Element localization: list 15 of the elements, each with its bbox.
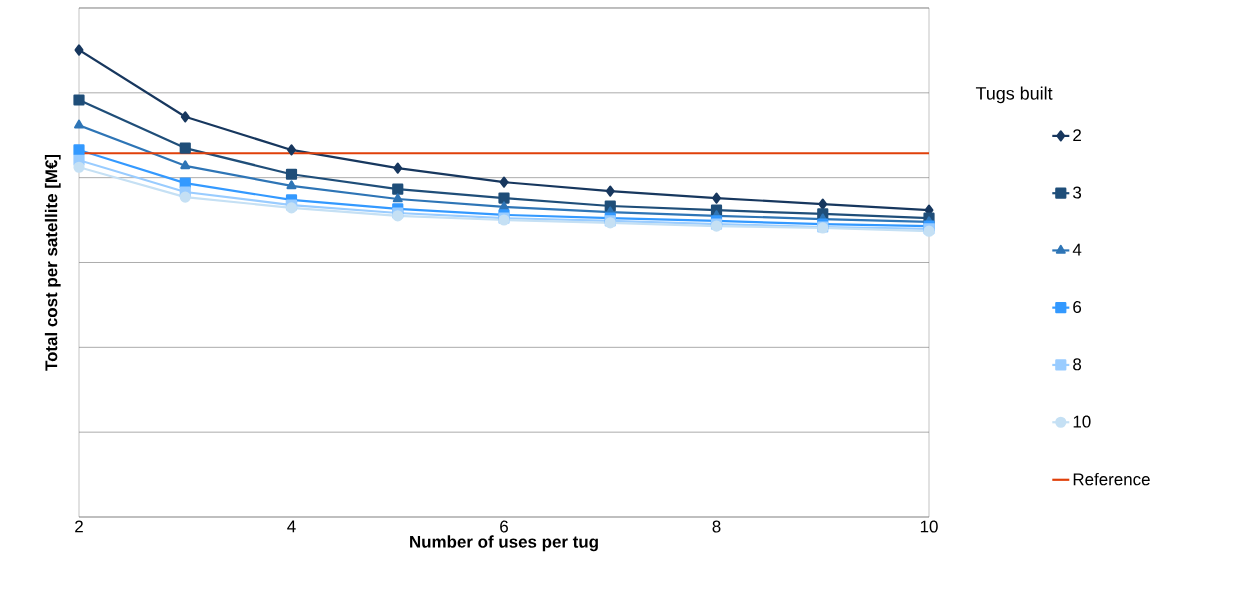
x-tick-label: 6 [500,520,508,533]
x-tick-label: 4 [287,520,296,533]
legend-title: Tugs built [975,86,1053,104]
x-tick-label: 8 [712,520,721,533]
legend-label: 2 [1073,129,1081,142]
x-axis-title: Number of uses per tug [410,535,598,552]
legend-label: 6 [1073,300,1082,313]
legend-label: Reference [1073,472,1150,486]
legend-label: 3 [1073,186,1082,199]
y-axis-title: Total cost per satellite [M€] [44,154,61,371]
legend-label: 4 [1072,243,1082,256]
x-tick-label: 10 [920,520,938,533]
legend-label: 8 [1073,358,1082,371]
x-tick-label: 2 [75,520,83,533]
legend-label: 10 [1073,415,1091,428]
